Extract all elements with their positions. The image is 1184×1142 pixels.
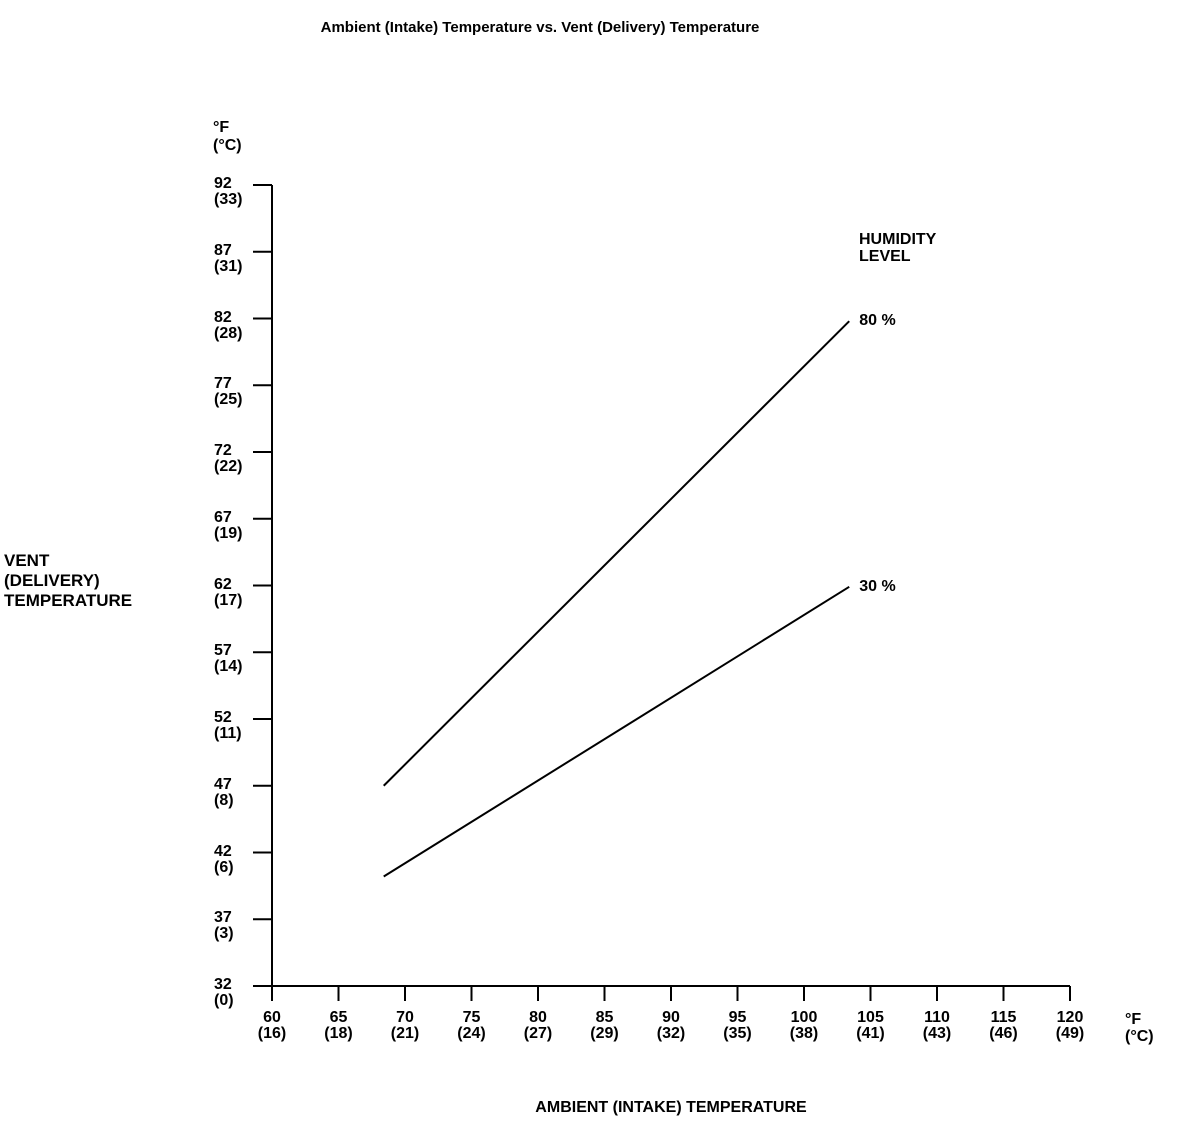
y-tick-label: 32 (0): [214, 976, 234, 1009]
x-tick-label: 100 (38): [789, 1009, 819, 1042]
legend-title: HUMIDITY LEVEL: [859, 231, 937, 265]
y-tick-label: 52 (11): [214, 709, 242, 742]
series-label: 30 %: [859, 577, 896, 595]
x-tick-label: 80 (27): [523, 1009, 553, 1042]
y-tick-label: 62 (17): [214, 575, 243, 609]
y-axis-unit-label: °F (°C): [213, 119, 242, 154]
x-tick-label: 70 (21): [390, 1009, 420, 1042]
y-tick-label: 72 (22): [214, 442, 243, 475]
x-tick-label: 60 (16): [257, 1009, 287, 1042]
y-tick-label: 57 (14): [214, 642, 243, 676]
x-tick-label: 75 (24): [457, 1009, 486, 1042]
y-tick-label: 92 (33): [214, 175, 243, 208]
x-tick-label: 120 (49): [1055, 1009, 1085, 1042]
x-tick-label: 90 (32): [656, 1009, 686, 1042]
y-tick-label: 87 (31): [214, 241, 243, 275]
series-label: 80 %: [859, 312, 896, 330]
x-tick-label: 115 (46): [989, 1009, 1018, 1042]
y-axis-title: VENT (DELIVERY) TEMPERATURE: [4, 551, 133, 610]
x-tick-label: 85 (29): [590, 1009, 619, 1042]
axes-lines: [271, 185, 1070, 987]
x-tick-label: 105 (41): [856, 1009, 885, 1042]
x-tick-label: 110 (43): [922, 1009, 952, 1042]
y-tick-label: 77 (25): [214, 375, 243, 409]
series-line-30: [383, 585, 850, 878]
y-tick-label: 82 (28): [214, 308, 243, 342]
y-tick-label: 67 (19): [214, 508, 243, 542]
x-axis-unit-label: °F (°C): [1125, 1011, 1154, 1045]
y-tick-label: 37 (3): [214, 909, 234, 943]
y-tick-label: 47 (8): [214, 775, 234, 809]
x-tick-label: 65 (18): [324, 1009, 353, 1042]
x-tick-label: 95 (35): [723, 1009, 752, 1042]
series-line-80: [383, 320, 850, 787]
x-axis-title: AMBIENT (INTAKE) TEMPERATURE: [535, 1099, 807, 1116]
chart-title: Ambient (Intake) Temperature vs. Vent (D…: [320, 19, 760, 36]
y-tick-label: 42 (6): [214, 842, 234, 876]
